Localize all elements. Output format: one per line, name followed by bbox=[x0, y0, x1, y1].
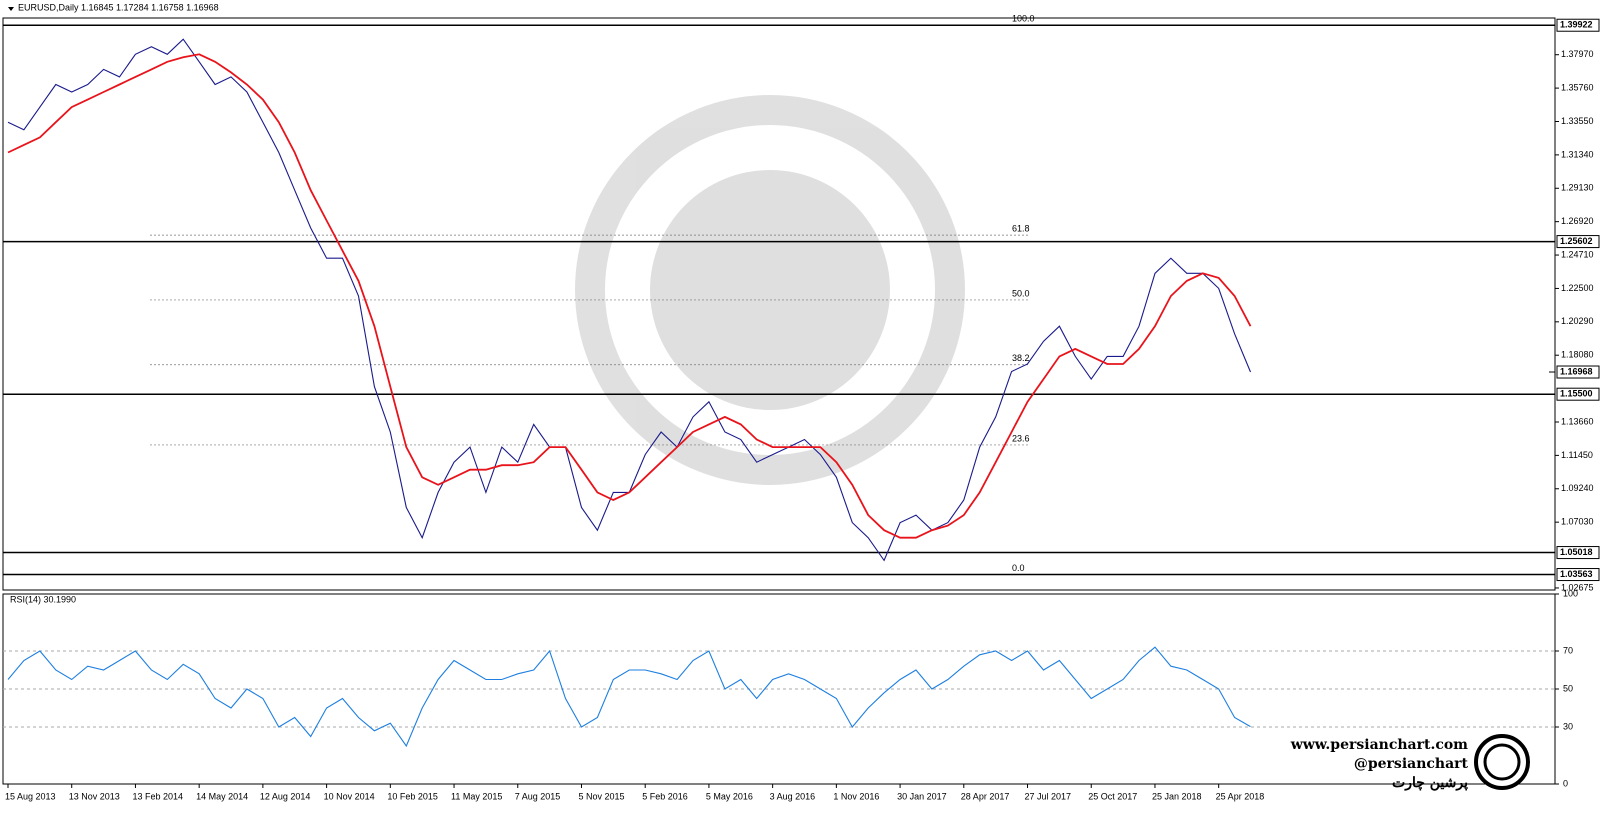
x-tick-label: 15 Aug 2013 bbox=[5, 791, 56, 801]
level-box bbox=[1556, 546, 1600, 560]
x-tick-label: 14 May 2014 bbox=[196, 791, 248, 801]
chart-title: EURUSD,Daily 1.16845 1.17284 1.16758 1.1… bbox=[18, 2, 219, 12]
x-tick-label: 27 Jul 2017 bbox=[1025, 791, 1072, 801]
y-tick-label: 1.37970 bbox=[1561, 49, 1594, 59]
rsi-tick-label: 50 bbox=[1563, 683, 1573, 693]
brand-site: www.persianchart.com bbox=[1290, 737, 1468, 753]
price-line bbox=[7, 53, 1252, 539]
level-label: 1.03563 bbox=[1560, 569, 1593, 579]
fib-label: 0.0 bbox=[1012, 563, 1025, 573]
y-tick-label: 1.07030 bbox=[1561, 517, 1594, 527]
x-tick-label: 25 Jan 2018 bbox=[1152, 791, 1202, 801]
x-tick-label: 28 Apr 2017 bbox=[961, 791, 1010, 801]
y-tick-label: 1.20290 bbox=[1561, 316, 1594, 326]
y-tick-label: 1.11450 bbox=[1561, 450, 1593, 460]
x-tick-label: 25 Apr 2018 bbox=[1216, 791, 1265, 801]
x-tick-label: 10 Nov 2014 bbox=[324, 791, 375, 801]
rsi-line bbox=[7, 646, 1251, 748]
y-tick-label: 1.33550 bbox=[1561, 116, 1594, 126]
x-tick-label: 5 Nov 2015 bbox=[578, 791, 624, 801]
level-label: 1.05018 bbox=[1560, 547, 1593, 557]
x-tick-label: 13 Nov 2013 bbox=[69, 791, 120, 801]
x-tick-label: 13 Feb 2014 bbox=[132, 791, 183, 801]
x-tick-label: 1 Nov 2016 bbox=[833, 791, 879, 801]
x-tick-label: 7 Aug 2015 bbox=[515, 791, 561, 801]
brand-handle: @persianchart bbox=[1354, 756, 1469, 772]
fib-label: 50.0 bbox=[1012, 288, 1030, 298]
x-tick-label: 30 Jan 2017 bbox=[897, 791, 947, 801]
fib-label: 38.2 bbox=[1012, 353, 1030, 363]
x-tick-label: 5 May 2016 bbox=[706, 791, 753, 801]
watermark bbox=[575, 95, 965, 485]
y-tick-label: 1.18080 bbox=[1561, 350, 1594, 360]
fib-label: 23.6 bbox=[1012, 433, 1030, 443]
rsi-tick-label: 0 bbox=[1563, 778, 1568, 788]
level-label: 1.39922 bbox=[1560, 20, 1593, 30]
y-tick-label: 1.02675 bbox=[1561, 582, 1594, 592]
y-tick-label: 1.13660 bbox=[1561, 416, 1594, 426]
x-tick-label: 25 Oct 2017 bbox=[1088, 791, 1137, 801]
logo bbox=[1474, 734, 1530, 790]
x-tick-label: 12 Aug 2014 bbox=[260, 791, 311, 801]
rsi-tick-label: 70 bbox=[1563, 645, 1573, 655]
menu-arrow[interactable] bbox=[8, 7, 14, 11]
rsi-tick-label: 30 bbox=[1563, 721, 1573, 731]
x-tick-label: 5 Feb 2016 bbox=[642, 791, 688, 801]
level-box bbox=[1556, 235, 1600, 249]
y-tick-label: 1.35760 bbox=[1561, 82, 1594, 92]
rsi-title: RSI(14) 30.1990 bbox=[10, 594, 76, 604]
last-price-label: 1.16968 bbox=[1560, 366, 1593, 376]
fib-label: 61.8 bbox=[1012, 223, 1030, 233]
y-tick-label: 1.09240 bbox=[1561, 483, 1594, 493]
rsi-tick-label: 100 bbox=[1563, 588, 1578, 598]
level-box bbox=[1556, 568, 1600, 582]
brand-name: پرشین چارت bbox=[1392, 775, 1468, 791]
y-tick-label: 1.29130 bbox=[1561, 183, 1594, 193]
y-tick-label: 1.24710 bbox=[1561, 249, 1594, 259]
level-box bbox=[1556, 387, 1600, 401]
x-tick-label: 3 Aug 2016 bbox=[770, 791, 816, 801]
y-tick-label: 1.31340 bbox=[1561, 149, 1594, 159]
x-tick-label: 11 May 2015 bbox=[451, 791, 502, 801]
main-pane bbox=[2, 17, 1556, 591]
level-label: 1.25602 bbox=[1560, 236, 1593, 246]
last-price-box bbox=[1556, 365, 1600, 379]
x-tick-label: 10 Feb 2015 bbox=[387, 791, 438, 801]
fib-label: 100.0 bbox=[1012, 14, 1035, 24]
y-tick-label: 1.22500 bbox=[1561, 283, 1594, 293]
level-box bbox=[1556, 18, 1600, 32]
y-tick-label: 1.26920 bbox=[1561, 216, 1594, 226]
level-label: 1.15500 bbox=[1560, 389, 1593, 399]
